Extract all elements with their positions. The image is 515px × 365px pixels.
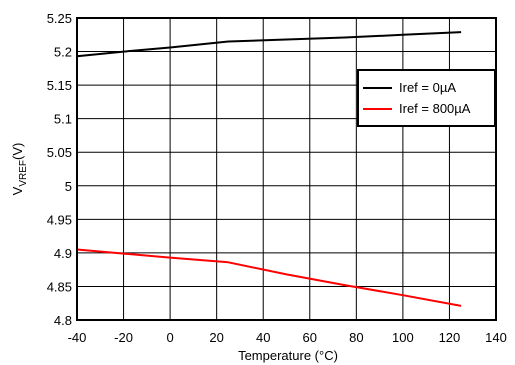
series-line-iref-800 <box>76 248 462 307</box>
y-tick-labels: 4.8 4.85 4.9 4.95 5 5.05 5.1 5.15 5.2 5.25 <box>47 11 72 328</box>
legend: Iref = 0µA Iref = 800µA <box>357 69 496 127</box>
y-axis-label-main: V <box>10 186 25 195</box>
series-line-iref-0 <box>76 31 462 58</box>
x-tick-label-60: 60 <box>303 330 317 345</box>
x-tick-label-80: 80 <box>349 330 363 345</box>
y-tick-label-4-85: 4.85 <box>47 279 72 294</box>
x-tick-labels: -40 -20 0 20 40 60 80 100 120 140 <box>68 330 507 345</box>
y-tick-label-4-8: 4.8 <box>54 313 72 328</box>
y-tick-label-5-05: 5.05 <box>47 145 72 160</box>
y-axis-label: VVREF(V) <box>10 143 29 196</box>
x-tick-label-120: 120 <box>439 330 461 345</box>
x-tick-label-100: 100 <box>392 330 414 345</box>
legend-label-iref-800: Iref = 800µA <box>399 101 471 116</box>
x-tick-label-20: 20 <box>209 330 223 345</box>
x-tick-label-40: -40 <box>68 330 87 345</box>
x-tick-label-40: 40 <box>256 330 270 345</box>
y-tick-label-4-9: 4.9 <box>54 246 72 261</box>
y-tick-label-5-2: 5.2 <box>54 45 72 60</box>
y-tick-label-4-95: 4.95 <box>47 212 72 227</box>
plot-background <box>77 18 496 320</box>
x-axis-label: Temperature (°C) <box>238 348 338 363</box>
plot-frame <box>76 17 497 321</box>
series-lines <box>76 31 462 307</box>
x-tick-label-140: 140 <box>485 330 507 345</box>
legend-label-iref-0: Iref = 0µA <box>399 80 456 95</box>
y-tick-label-5-15: 5.15 <box>47 78 72 93</box>
y-tick-label-5-25: 5.25 <box>47 11 72 26</box>
legend-box <box>357 69 496 127</box>
y-axis-label-unit: (V) <box>10 143 25 160</box>
y-axis-label-sub: VREF <box>18 160 29 187</box>
x-tick-label-0: 0 <box>166 330 173 345</box>
y-tick-label-5: 5 <box>65 179 72 194</box>
x-tick-label-20: -20 <box>114 330 133 345</box>
y-tick-label-5-1: 5.1 <box>54 112 72 127</box>
